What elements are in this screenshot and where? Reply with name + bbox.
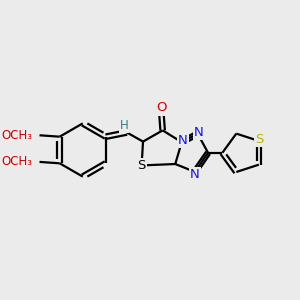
Text: N: N bbox=[178, 134, 188, 147]
Text: N: N bbox=[190, 168, 200, 181]
Text: O: O bbox=[156, 101, 166, 115]
Text: H: H bbox=[120, 119, 128, 132]
Text: S: S bbox=[255, 133, 264, 146]
Text: S: S bbox=[137, 159, 146, 172]
Text: OCH₃: OCH₃ bbox=[2, 129, 32, 142]
Text: OCH₃: OCH₃ bbox=[2, 155, 32, 168]
Text: N: N bbox=[194, 126, 204, 139]
